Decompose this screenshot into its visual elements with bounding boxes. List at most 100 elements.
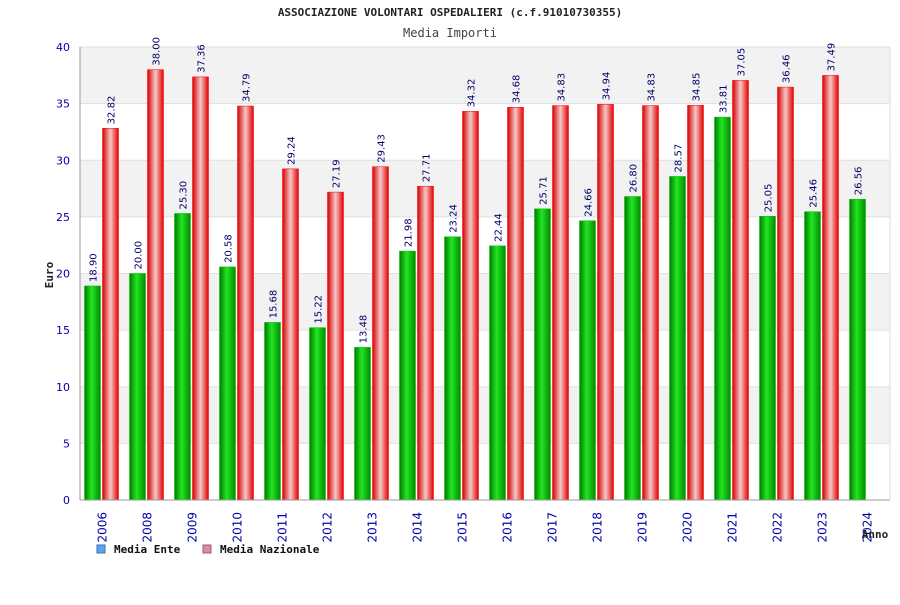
data-label-nazionale: 27.71	[422, 154, 433, 183]
data-label-nazionale: 34.94	[602, 72, 613, 101]
x-tick-label: 2011	[276, 512, 290, 543]
bar-nazionale	[147, 69, 164, 501]
x-tick-label: 2018	[591, 512, 605, 543]
bar-nazionale	[507, 106, 524, 501]
bar-nazionale	[822, 75, 839, 501]
y-tick-label: 0	[63, 494, 70, 507]
chart-subtitle: Media Importi	[403, 26, 497, 40]
y-tick-label: 30	[56, 154, 70, 167]
axes-group: 0 5 10 15 20 25 30 35 40 2006 2008 2009 2010 2011 2012…	[56, 41, 891, 543]
x-tick-label: 2006	[96, 512, 110, 543]
legend-swatch-nazionale	[202, 544, 212, 554]
data-label-ente: 15.68	[269, 290, 280, 319]
bar-ente	[714, 116, 731, 501]
data-label-nazionale: 37.36	[197, 44, 208, 73]
x-tick-label: 2014	[411, 512, 425, 543]
bar-ente	[579, 220, 596, 501]
data-label-nazionale: 34.32	[467, 79, 478, 108]
data-label-ente: 26.80	[629, 164, 640, 193]
data-label-ente: 28.57	[674, 144, 685, 173]
gridlines	[80, 46, 890, 501]
data-label-ente: 18.90	[89, 253, 100, 282]
bars-group	[84, 69, 866, 501]
bar-ente	[804, 211, 821, 501]
data-label-nazionale: 34.79	[242, 73, 253, 102]
bar-ente	[444, 236, 461, 501]
bar-ente	[264, 322, 281, 501]
data-label-nazionale: 36.46	[782, 54, 793, 83]
bar-nazionale	[417, 185, 434, 501]
background-band	[80, 47, 890, 104]
background-band	[80, 273, 890, 331]
x-tick-label: 2019	[636, 512, 650, 543]
data-label-ente: 15.22	[314, 295, 325, 324]
bar-nazionale	[327, 191, 344, 501]
y-tick-label: 15	[56, 324, 70, 337]
bar-ente	[174, 213, 191, 501]
bar-ente	[669, 176, 686, 501]
bar-nazionale	[642, 105, 659, 501]
bar-nazionale	[282, 168, 299, 501]
x-tick-label: 2016	[501, 512, 515, 543]
chart-title: ASSOCIAZIONE VOLONTARI OSPEDALIERI (c.f.…	[278, 6, 622, 19]
background-band	[80, 160, 890, 217]
data-label-nazionale: 27.19	[332, 159, 343, 188]
x-tick-label: 2008	[141, 512, 155, 543]
legend: Media Ente Media Nazionale	[96, 543, 320, 556]
x-tick-label: 2015	[456, 512, 470, 543]
data-label-ente: 21.98	[404, 218, 415, 247]
bar-ente	[399, 250, 416, 501]
x-tick-label: 2023	[816, 512, 830, 543]
data-label-ente: 23.24	[449, 204, 460, 233]
x-tick-label: 2022	[771, 512, 785, 543]
y-tick-label: 40	[56, 41, 70, 54]
x-tick-label: 2017	[546, 512, 560, 543]
bar-ente	[354, 347, 371, 501]
data-label-nazionale: 34.83	[647, 73, 658, 102]
data-labels-group: 18.90 32.82 20.00 38.00 25.30 37.36 20.58 34.79…	[89, 37, 865, 343]
bar-ente	[759, 216, 776, 501]
data-label-ente: 25.46	[809, 179, 820, 208]
x-tick-label: 2013	[366, 512, 380, 543]
bar-nazionale	[102, 128, 119, 501]
data-label-nazionale: 37.49	[827, 43, 838, 72]
data-label-ente: 20.58	[224, 234, 235, 263]
bar-ente	[219, 266, 236, 501]
data-label-nazionale: 32.82	[107, 96, 118, 125]
bar-ente	[84, 285, 101, 501]
x-tick-label: 2024	[861, 512, 875, 543]
y-axis-title: Euro	[43, 261, 56, 288]
legend-label-ente: Media Ente	[114, 543, 181, 556]
bar-ente	[309, 327, 326, 501]
bar-nazionale	[462, 111, 479, 501]
data-label-nazionale: 37.05	[737, 48, 748, 77]
data-label-ente: 33.81	[719, 84, 730, 113]
legend-label-nazionale: Media Nazionale	[220, 543, 320, 556]
y-tick-label: 20	[56, 268, 70, 281]
x-tick-label: 2009	[186, 512, 200, 543]
data-label-nazionale: 29.43	[377, 134, 388, 163]
data-label-nazionale: 34.68	[512, 75, 523, 104]
x-tick-label: 2020	[681, 512, 695, 543]
data-label-nazionale: 29.24	[287, 136, 298, 165]
y-tick-label: 35	[56, 98, 70, 111]
bar-ente	[534, 208, 551, 501]
bar-nazionale	[237, 105, 254, 501]
x-tick-label: 2021	[726, 512, 740, 543]
data-label-ente: 26.56	[854, 167, 865, 196]
bar-nazionale	[552, 105, 569, 501]
bar-nazionale	[372, 166, 389, 501]
bar-ente	[489, 245, 506, 501]
x-tick-label: 2012	[321, 512, 335, 543]
legend-swatch-ente	[96, 544, 106, 554]
background-band	[80, 386, 890, 444]
bar-ente	[624, 196, 641, 501]
bar-nazionale	[777, 86, 794, 501]
bar-ente	[129, 273, 146, 501]
bar-nazionale	[687, 105, 704, 501]
data-label-ente: 25.71	[539, 176, 550, 205]
x-tick-label: 2010	[231, 512, 245, 543]
y-tick-label: 25	[56, 211, 70, 224]
